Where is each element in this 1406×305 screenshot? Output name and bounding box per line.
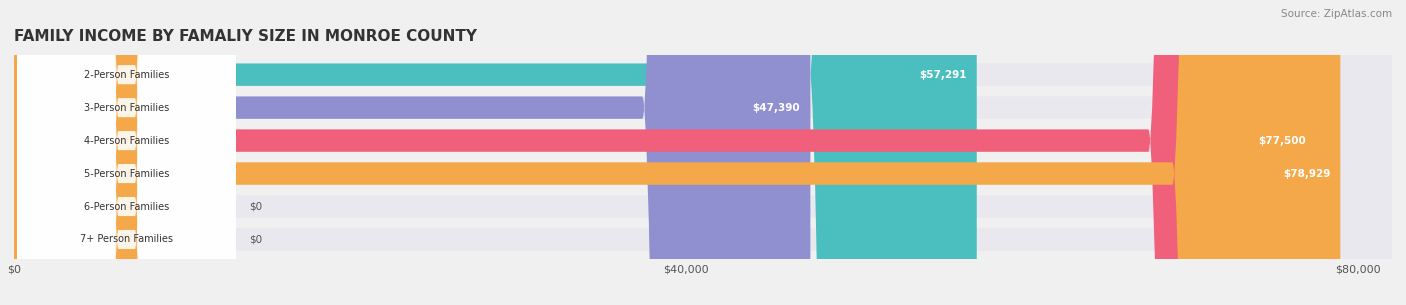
Text: 6-Person Families: 6-Person Families <box>84 202 169 211</box>
FancyBboxPatch shape <box>14 0 1392 305</box>
Text: Source: ZipAtlas.com: Source: ZipAtlas.com <box>1281 9 1392 19</box>
FancyBboxPatch shape <box>17 0 236 305</box>
Text: $57,291: $57,291 <box>920 70 967 80</box>
Text: 7+ Person Families: 7+ Person Families <box>80 235 173 245</box>
Text: 4-Person Families: 4-Person Families <box>84 136 169 145</box>
FancyBboxPatch shape <box>17 0 236 305</box>
FancyBboxPatch shape <box>14 0 1392 305</box>
FancyBboxPatch shape <box>17 0 236 305</box>
Text: $0: $0 <box>249 202 263 211</box>
Text: $78,929: $78,929 <box>1282 169 1330 178</box>
Text: 5-Person Families: 5-Person Families <box>84 169 169 178</box>
FancyBboxPatch shape <box>14 0 1392 305</box>
Text: 2-Person Families: 2-Person Families <box>84 70 169 80</box>
FancyBboxPatch shape <box>17 0 236 305</box>
FancyBboxPatch shape <box>14 0 1392 305</box>
FancyBboxPatch shape <box>17 0 236 305</box>
FancyBboxPatch shape <box>14 0 1392 305</box>
Text: $77,500: $77,500 <box>1258 136 1306 145</box>
FancyBboxPatch shape <box>14 0 977 305</box>
Text: $0: $0 <box>249 235 263 245</box>
FancyBboxPatch shape <box>14 0 1340 305</box>
Text: 3-Person Families: 3-Person Families <box>84 103 169 113</box>
Text: FAMILY INCOME BY FAMALIY SIZE IN MONROE COUNTY: FAMILY INCOME BY FAMALIY SIZE IN MONROE … <box>14 29 477 44</box>
Text: $47,390: $47,390 <box>752 103 800 113</box>
FancyBboxPatch shape <box>14 0 1392 305</box>
FancyBboxPatch shape <box>17 0 236 305</box>
FancyBboxPatch shape <box>14 0 1316 305</box>
FancyBboxPatch shape <box>14 0 810 305</box>
